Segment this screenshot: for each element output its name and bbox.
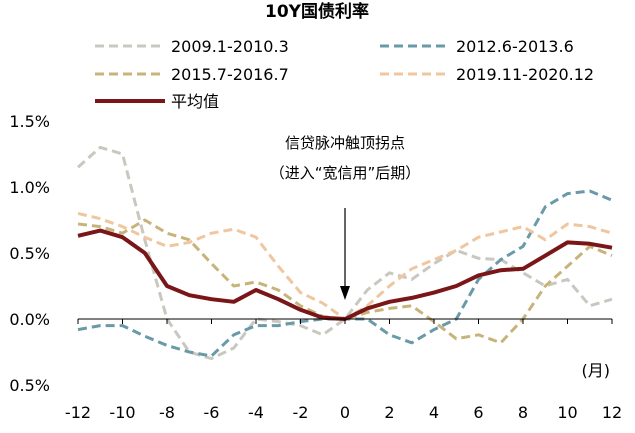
x-tick-label: -2 [293, 403, 309, 422]
y-axis-ticks: 0.5% 0.0% 0.5% 1.0% 1.5% [9, 112, 50, 395]
x-tick-label: 12 [602, 403, 622, 422]
x-axis-ticks: -12 -10 -8 -6 -4 -2 0 2 4 6 8 10 12 [65, 319, 622, 422]
x-tick-label: -4 [248, 403, 264, 422]
annotation-line1: 信贷脉冲触顶拐点 [285, 134, 405, 152]
legend-label-0: 2009.1-2010.3 [171, 37, 289, 56]
x-tick-label: 0 [340, 403, 350, 422]
x-tick-label: 2 [384, 403, 394, 422]
x-tick-label: -6 [204, 403, 220, 422]
y-tick-label: 1.0% [9, 178, 50, 197]
chart-title: 10Y国债利率 [265, 1, 369, 22]
x-tick-label: 6 [473, 403, 483, 422]
legend-label-2: 2015.7-2016.7 [171, 65, 289, 84]
x-tick-label: -10 [109, 403, 135, 422]
annotation-arrow [340, 208, 350, 300]
annotation-arrow-head [340, 286, 350, 300]
y-tick-label: 0.5% [9, 376, 50, 395]
legend-label-3: 2019.11-2020.12 [456, 65, 594, 84]
y-tick-label: 1.5% [9, 112, 50, 131]
annotation-line2: （进入“宽信用”后期） [270, 164, 421, 182]
x-tick-label: -8 [159, 403, 175, 422]
y-tick-label: 0.0% [9, 310, 50, 329]
x-tick-label: -12 [65, 403, 91, 422]
legend: 2009.1-2010.3 2012.6-2013.6 2015.7-2016.7 2… [95, 37, 594, 111]
x-tick-label: 4 [429, 403, 439, 422]
x-tick-label: 10 [557, 403, 577, 422]
y-tick-label: 0.5% [9, 244, 50, 263]
x-tick-label: 8 [518, 403, 528, 422]
legend-label-4: 平均值 [171, 92, 219, 111]
x-axis-label: (月) [582, 361, 611, 380]
legend-label-1: 2012.6-2013.6 [456, 37, 574, 56]
